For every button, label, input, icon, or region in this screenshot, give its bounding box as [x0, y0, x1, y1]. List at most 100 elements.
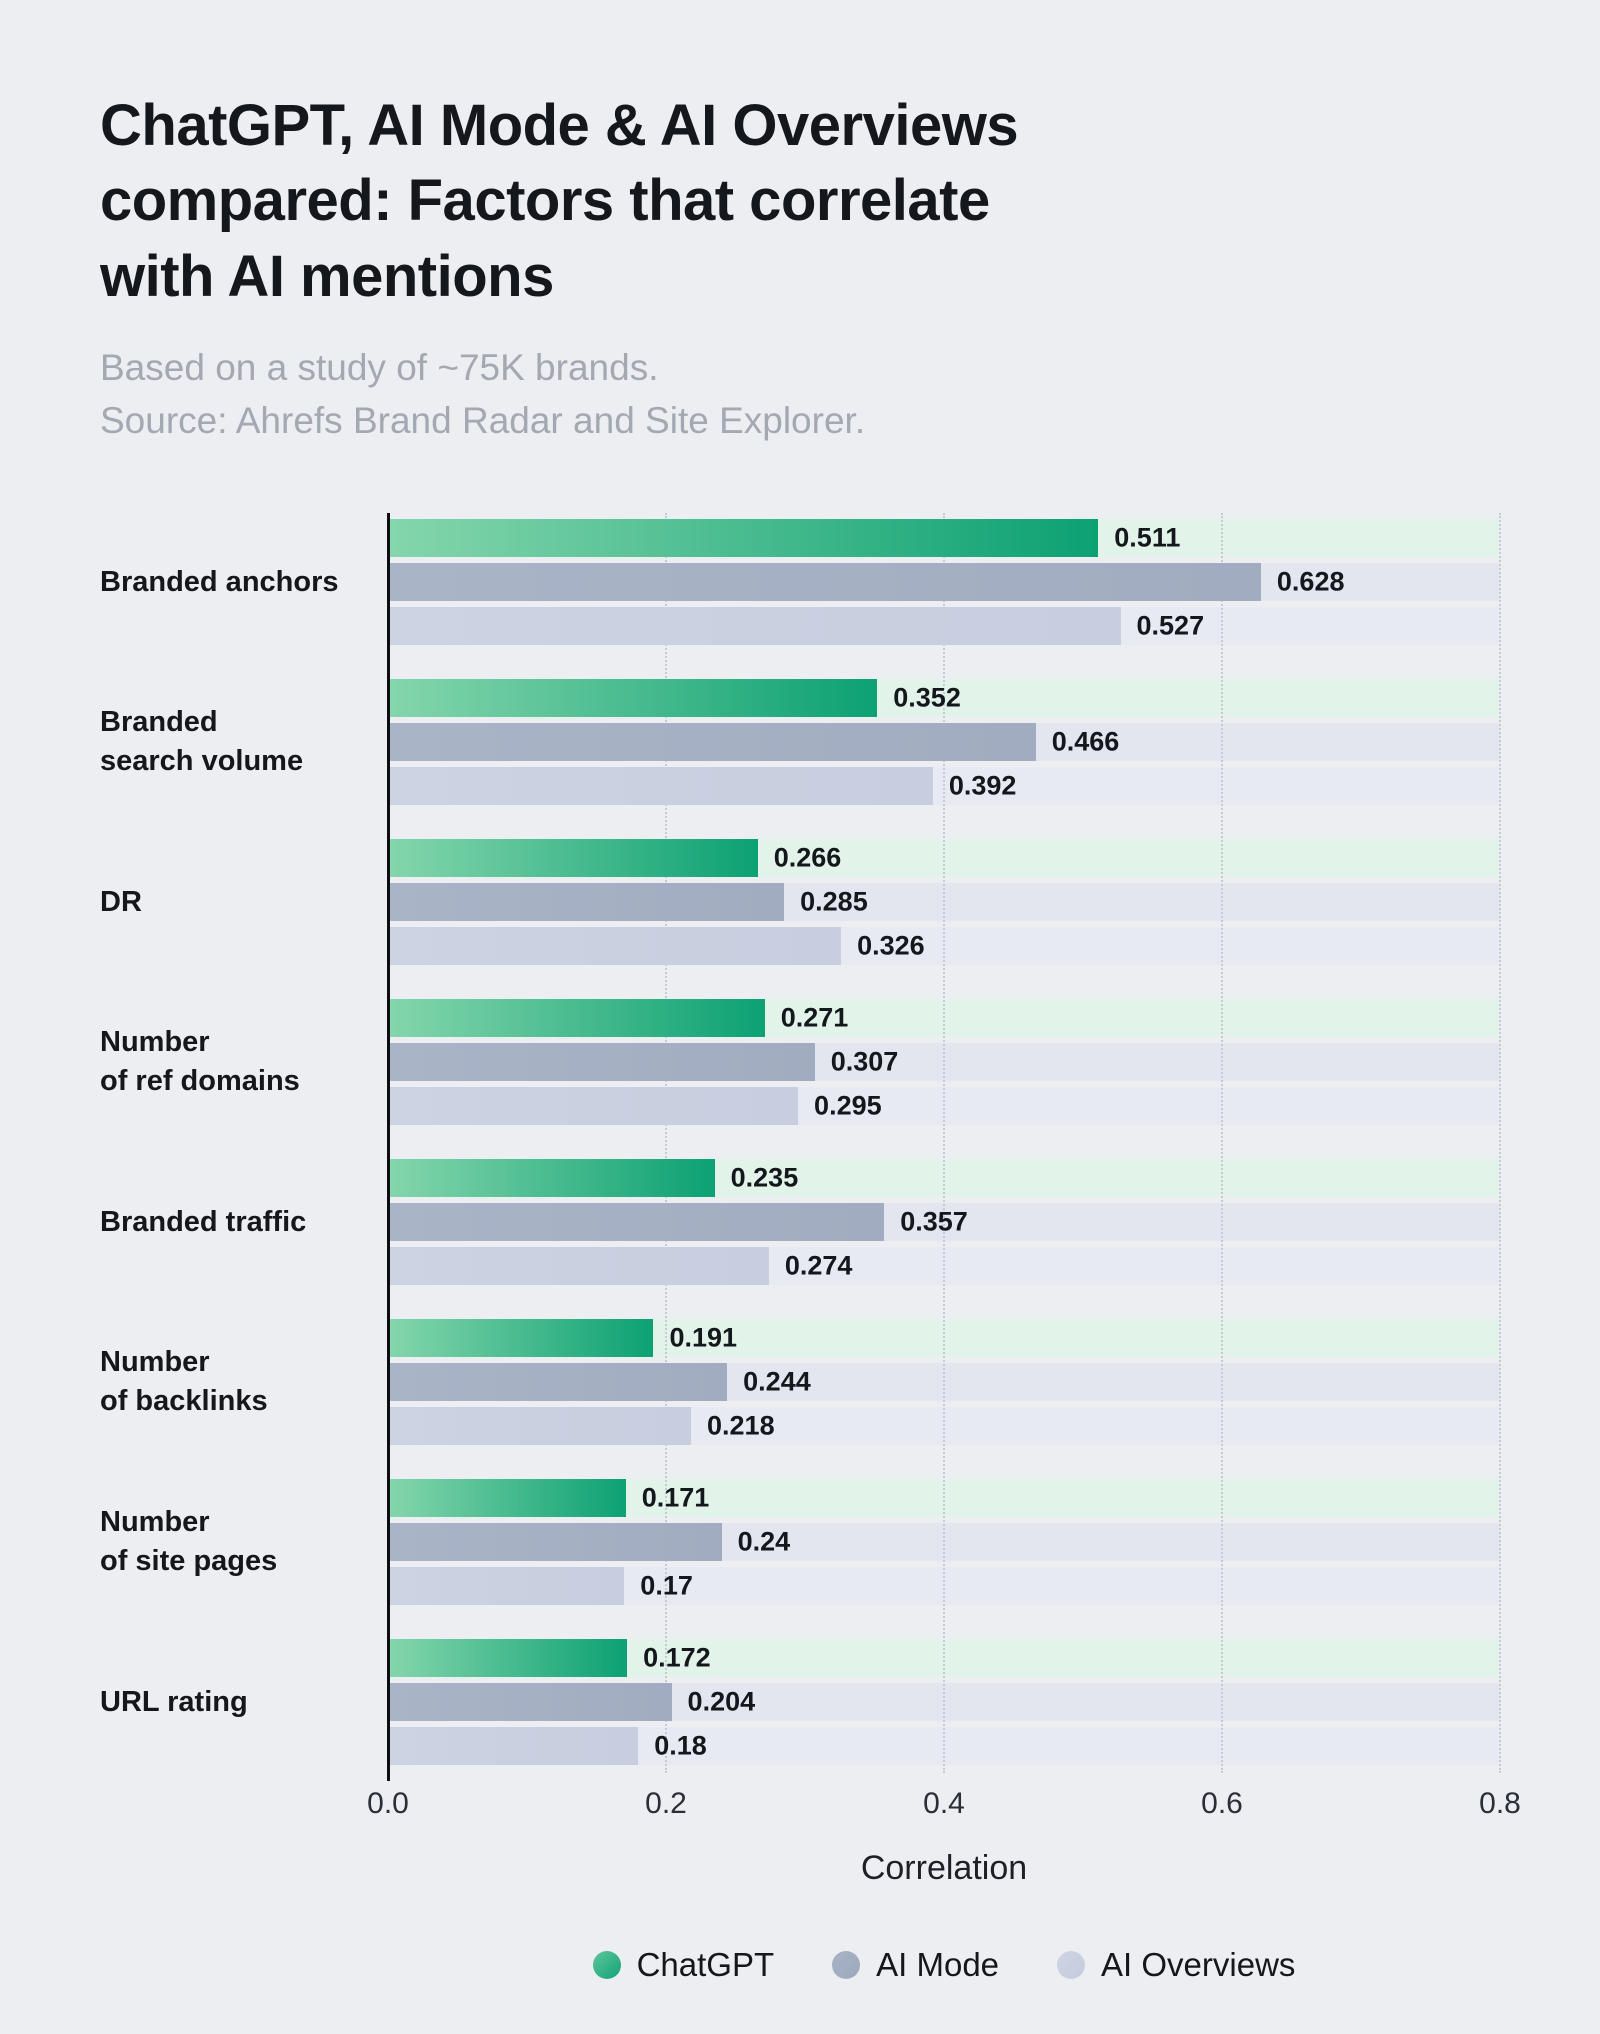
bar-stack: 0.352 0.466 0.392 [388, 679, 1500, 806]
bar-fill [388, 679, 878, 718]
value-label: 0.244 [743, 1366, 811, 1397]
bar-fill [388, 999, 765, 1038]
bar-fill [388, 1683, 672, 1722]
category-label: Number of backlinks [100, 1346, 268, 1418]
bar-fill [388, 607, 1121, 646]
value-label: 0.628 [1276, 566, 1345, 597]
value-label: 0.527 [1136, 610, 1205, 641]
bar-group: Branded anchors 0.511 0.628 0.527 [100, 519, 1500, 646]
x-axis-ticks: 0.0 0.2 0.4 0.6 0.8 [367, 1787, 1521, 1827]
bar-row-ai-mode: 0.244 [388, 1363, 1500, 1402]
bar-row-chatgpt: 0.172 [388, 1639, 1500, 1678]
value-label: 0.326 [857, 930, 925, 961]
bar-group: DR 0.266 0.285 0.326 [100, 839, 1500, 966]
bar-row-ai-overviews: 0.18 [388, 1727, 1500, 1766]
value-label: 0.274 [784, 1250, 853, 1281]
bar-fill [388, 1523, 722, 1562]
bar-fill [388, 927, 842, 966]
chart-subtitle: Based on a study of ~75K brands. Source:… [100, 347, 866, 441]
x-tick-label: 0.8 [1479, 1787, 1521, 1821]
bar-fill [388, 1727, 639, 1766]
category-label: Number of site pages [100, 1506, 278, 1578]
bar-row-ai-overviews: 0.17 [388, 1567, 1500, 1606]
bar-row-ai-overviews: 0.274 [388, 1247, 1500, 1286]
chart-title: ChatGPT, AI Mode & AI Overviews compared… [100, 93, 1019, 309]
chart: Branded anchors 0.511 0.628 0.527 Branded se… [100, 513, 1501, 1782]
bar-row-chatgpt: 0.191 [388, 1319, 1500, 1358]
bar-stack: 0.266 0.285 0.326 [388, 839, 1500, 966]
category-label: DR [100, 885, 142, 918]
bar-fill [388, 883, 785, 922]
bar-stack: 0.511 0.628 0.527 [388, 519, 1500, 646]
bar-fill [388, 1203, 885, 1242]
x-axis-label: Correlation [860, 1849, 1028, 1888]
value-label: 0.357 [900, 1206, 968, 1237]
bar-row-ai-overviews: 0.392 [388, 767, 1500, 806]
legend-item: AI Overviews [1057, 1946, 1295, 1984]
bar-fill [388, 563, 1261, 602]
bar-fill [388, 1247, 769, 1286]
legend-dot [592, 1951, 621, 1980]
bar-fill [388, 519, 1099, 558]
value-label: 0.204 [687, 1686, 756, 1717]
value-label: 0.191 [669, 1322, 738, 1353]
value-label: 0.171 [641, 1482, 710, 1513]
bar-row-ai-mode: 0.285 [388, 883, 1500, 922]
bar-row-chatgpt: 0.271 [388, 999, 1500, 1038]
bar-row-ai-mode: 0.628 [388, 563, 1500, 602]
bar-row-ai-overviews: 0.527 [388, 607, 1500, 646]
value-label: 0.295 [814, 1090, 882, 1121]
bar-group: Branded traffic 0.235 0.357 0.274 [100, 1159, 1500, 1286]
value-label: 0.18 [654, 1730, 707, 1761]
bar-group: Branded search volume 0.352 0.466 0.392 [100, 679, 1500, 806]
bar-fill [388, 839, 758, 878]
bar-groups: Branded anchors 0.511 0.628 0.527 Branded se… [100, 519, 1500, 1766]
bar-stack: 0.191 0.244 0.218 [388, 1319, 1500, 1446]
category-label: Branded anchors [100, 565, 339, 598]
legend-label: ChatGPT [636, 1946, 775, 1984]
bar-fill [388, 1407, 692, 1446]
bar-fill [388, 1639, 628, 1678]
bar-fill [388, 1363, 728, 1402]
bar-stack: 0.172 0.204 0.18 [388, 1639, 1500, 1766]
bar-group: Number of site pages 0.171 0.24 0.17 [100, 1479, 1500, 1606]
bar-fill [388, 1159, 715, 1198]
bar-stack: 0.171 0.24 0.17 [388, 1479, 1500, 1606]
value-label: 0.271 [780, 1002, 849, 1033]
bar-row-chatgpt: 0.352 [388, 679, 1500, 718]
x-tick-label: 0.6 [1201, 1787, 1243, 1821]
legend-item: ChatGPT [592, 1946, 775, 1984]
bar-row-ai-overviews: 0.218 [388, 1407, 1500, 1446]
value-label: 0.307 [830, 1046, 899, 1077]
legend: ChatGPT AI Mode AI Overviews [388, 1946, 1500, 1984]
value-label: 0.511 [1114, 522, 1181, 553]
legend-label: AI Overviews [1101, 1946, 1296, 1984]
x-tick-label: 0.0 [367, 1787, 409, 1821]
bar-fill [388, 1319, 654, 1358]
bar-row-ai-mode: 0.307 [388, 1043, 1500, 1082]
bar-row-ai-overviews: 0.295 [388, 1087, 1500, 1126]
bar-stack: 0.235 0.357 0.274 [388, 1159, 1500, 1286]
bar-row-chatgpt: 0.171 [388, 1479, 1500, 1518]
bar-row-ai-mode: 0.24 [388, 1523, 1500, 1562]
value-label: 0.235 [730, 1162, 799, 1193]
bar-fill [388, 723, 1036, 762]
legend-dot [832, 1951, 861, 1980]
bar-group: URL rating 0.172 0.204 0.18 [100, 1639, 1500, 1766]
category-label: Number of ref domains [100, 1026, 300, 1098]
bar-fill [388, 1479, 626, 1518]
bar-row-ai-mode: 0.204 [388, 1683, 1500, 1722]
category-label: Branded traffic [100, 1205, 307, 1238]
value-label: 0.392 [948, 770, 1017, 801]
value-label: 0.172 [643, 1642, 711, 1673]
bar-row-chatgpt: 0.235 [388, 1159, 1500, 1198]
bar-row-ai-overviews: 0.326 [388, 927, 1500, 966]
value-label: 0.285 [800, 886, 868, 917]
legend-dot [1057, 1951, 1086, 1980]
bar-fill [388, 1087, 799, 1126]
value-label: 0.24 [737, 1526, 791, 1557]
bar-row-ai-mode: 0.466 [388, 723, 1500, 762]
value-label: 0.266 [773, 842, 842, 873]
x-tick-label: 0.2 [645, 1787, 687, 1821]
